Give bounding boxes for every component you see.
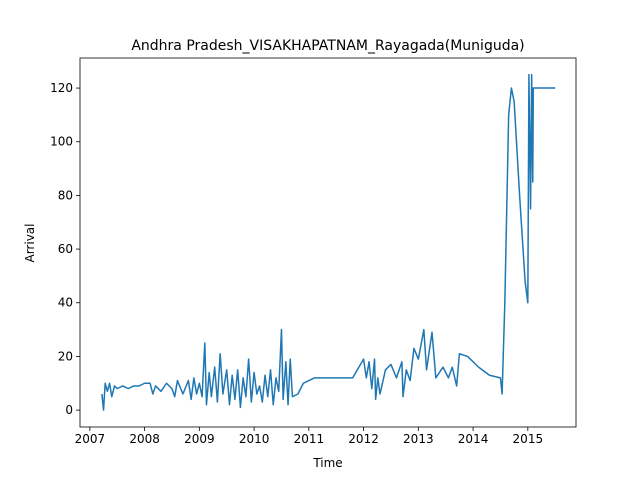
x-tick-label: 2011 — [294, 432, 325, 446]
x-tick-label: 2014 — [458, 432, 489, 446]
y-axis-label: Arrival — [23, 224, 37, 263]
x-tick-label: 2008 — [129, 432, 160, 446]
chart-title: Andhra Pradesh_VISAKHAPATNAM_Rayagada(Mu… — [131, 38, 524, 54]
x-tick-label: 2009 — [184, 432, 215, 446]
x-tick-label: 2013 — [403, 432, 434, 446]
x-tick-label: 2015 — [513, 432, 544, 446]
axes-frame — [79, 57, 577, 428]
x-tick-label: 2007 — [75, 432, 106, 446]
x-tick-label: 2010 — [239, 432, 270, 446]
y-tick-label: 0 — [65, 403, 73, 417]
y-tick-label: 40 — [58, 296, 73, 310]
y-tick-label: 60 — [58, 242, 73, 256]
x-axis-label: Time — [312, 456, 342, 470]
y-tick-label: 100 — [50, 135, 73, 149]
y-tick-label: 120 — [50, 81, 73, 95]
y-tick-label: 20 — [58, 349, 73, 363]
x-tick-label: 2012 — [348, 432, 379, 446]
data-line — [101, 73, 556, 411]
y-tick-label: 80 — [58, 188, 73, 202]
